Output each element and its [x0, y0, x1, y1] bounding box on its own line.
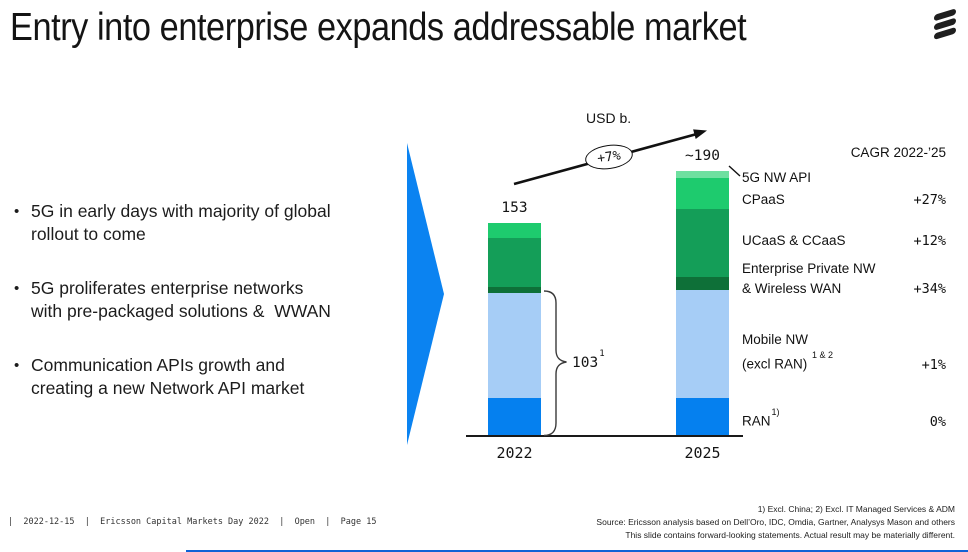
- bar-segment-2025-cpaas: [676, 178, 729, 209]
- ericsson-logo-icon: [931, 5, 961, 46]
- bar-segment-2025-ucaas-ccaas: [676, 208, 729, 278]
- legend-row-ran: RAN1) 0%: [742, 407, 946, 430]
- bar-segment-2022-cpaas: [488, 222, 541, 239]
- bullet-text: 5G proliferates enterprise networks: [31, 278, 304, 298]
- footnote-line: 1) Excl. China; 2) Excl. IT Managed Serv…: [757, 504, 955, 514]
- bar-segment-2022-ran: [488, 397, 541, 437]
- legend-row-ucaas-ccaas: UCaaS & CCaaS +12%: [742, 233, 946, 249]
- bullet-item: Communication APIs growth and creating a…: [14, 354, 424, 400]
- legend-row-cpaas: CPaaS +27%: [742, 192, 946, 208]
- bottom-accent-rule: [186, 550, 968, 552]
- bar-segment-2022-enterprise-private-nw-wireless-wan: [488, 287, 541, 293]
- footnote-superscript: 1): [771, 407, 780, 417]
- bar-segment-2022-ucaas-ccaas: [488, 238, 541, 288]
- cagr-value: 0%: [929, 413, 946, 430]
- bullet-text: Communication APIs growth and: [31, 355, 285, 375]
- legend-row-enterprise-private-nw: Enterprise Private NW & Wireless WAN +34…: [742, 261, 946, 297]
- bar-segment-2025-ran: [676, 397, 729, 437]
- footer-meta: | 2022-12-15 | Ericsson Capital Markets …: [8, 517, 377, 527]
- x-axis-line: [466, 435, 743, 437]
- cagr-value: +34%: [913, 281, 946, 297]
- bar-segment-2025-5g-nw-api: [676, 171, 729, 178]
- unit-label: USD b.: [586, 110, 632, 126]
- bullet-item: 5G in early days with majority of global…: [14, 200, 424, 246]
- bar-segment-2025-mobile-nw-excl-ran: [676, 290, 729, 398]
- bar-segment-2025-enterprise-private-nw-wireless-wan: [676, 277, 729, 290]
- bar-segment-2022-mobile-nw-excl-ran: [488, 292, 541, 398]
- bullet-list: 5G in early days with majority of global…: [14, 200, 424, 431]
- x-tick-2025: 2025: [684, 444, 721, 462]
- total-2022-label: 153: [501, 200, 528, 216]
- bullet-text: 5G in early days with majority of global: [31, 201, 331, 221]
- cagr-value: +27%: [913, 192, 946, 208]
- footnote-line: This slide contains forward-looking stat…: [625, 530, 955, 540]
- bracket-value-label: 1031: [572, 349, 605, 371]
- footnote-superscript: 1 & 2: [812, 350, 834, 360]
- legend-row-5g-nw-api: 5G NW API: [742, 170, 812, 185]
- footnote-superscript: 1: [599, 349, 605, 359]
- cagr-column-header: CAGR 2022-’25: [850, 145, 946, 160]
- legend-row-mobile-nw: Mobile NW (excl RAN) 1 & 2 +1%: [742, 332, 946, 373]
- cagr-value: +1%: [921, 356, 946, 373]
- footnote-line: Source: Ericsson analysis based on Dell’…: [596, 517, 955, 527]
- page-title: Entry into enterprise expands addressabl…: [10, 6, 747, 49]
- total-2025-label: ~190: [685, 148, 720, 164]
- bullet-item: 5G proliferates enterprise networks with…: [14, 277, 424, 323]
- footnotes-block: 1) Excl. China; 2) Excl. IT Managed Serv…: [596, 503, 955, 542]
- x-tick-2022: 2022: [496, 444, 533, 462]
- cagr-value: +12%: [913, 233, 946, 249]
